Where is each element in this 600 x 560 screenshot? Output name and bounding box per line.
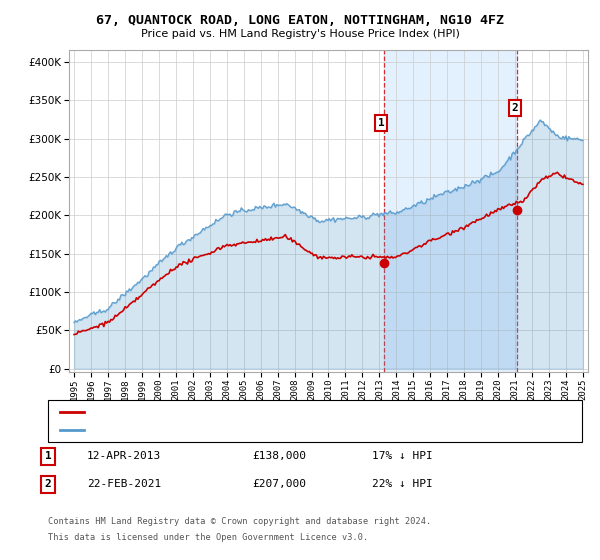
Text: 2: 2 (44, 479, 52, 489)
Text: 67, QUANTOCK ROAD, LONG EATON, NOTTINGHAM, NG10 4FZ: 67, QUANTOCK ROAD, LONG EATON, NOTTINGHA… (96, 14, 504, 27)
Text: This data is licensed under the Open Government Licence v3.0.: This data is licensed under the Open Gov… (48, 533, 368, 542)
Text: Price paid vs. HM Land Registry's House Price Index (HPI): Price paid vs. HM Land Registry's House … (140, 29, 460, 39)
Text: 22% ↓ HPI: 22% ↓ HPI (372, 479, 433, 489)
Text: £138,000: £138,000 (252, 451, 306, 461)
Text: 1: 1 (44, 451, 52, 461)
Text: 1: 1 (378, 118, 385, 128)
Text: 2: 2 (512, 103, 518, 113)
Text: 12-APR-2013: 12-APR-2013 (87, 451, 161, 461)
Text: Contains HM Land Registry data © Crown copyright and database right 2024.: Contains HM Land Registry data © Crown c… (48, 517, 431, 526)
Text: 67, QUANTOCK ROAD, LONG EATON, NOTTINGHAM, NG10 4FZ (detached house): 67, QUANTOCK ROAD, LONG EATON, NOTTINGHA… (90, 407, 490, 417)
Text: HPI: Average price, detached house, Erewash: HPI: Average price, detached house, Erew… (90, 424, 343, 435)
Bar (384, 50, 517, 372)
Text: 17% ↓ HPI: 17% ↓ HPI (372, 451, 433, 461)
Text: £207,000: £207,000 (252, 479, 306, 489)
Text: 22-FEB-2021: 22-FEB-2021 (87, 479, 161, 489)
